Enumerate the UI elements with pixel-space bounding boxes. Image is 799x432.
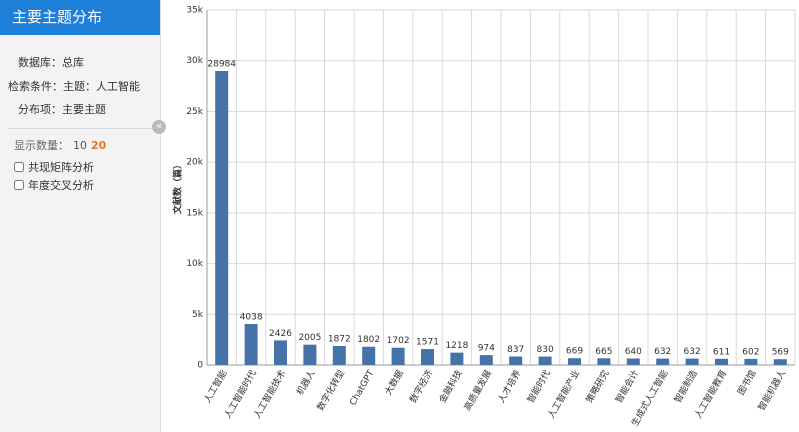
y-tick-label: 15k: [186, 208, 203, 218]
y-tick-label: 5k: [192, 310, 204, 320]
data-label: 602: [742, 347, 759, 357]
bar: [715, 358, 728, 365]
data-label: 974: [478, 344, 495, 354]
count-option[interactable]: 20: [91, 139, 107, 152]
bar: [538, 356, 552, 365]
checkbox-row[interactable]: 共现矩阵分析: [14, 159, 94, 175]
bar: [332, 346, 346, 365]
checkbox[interactable]: [14, 180, 24, 190]
bar: [626, 358, 640, 365]
x-tick-label: 人工智能: [201, 368, 229, 405]
x-tick-label: 智能会计: [613, 368, 641, 405]
data-label: 1802: [357, 335, 380, 345]
divider: [8, 128, 152, 129]
bar: [597, 358, 611, 365]
bar: [274, 340, 287, 365]
data-label: 2426: [269, 329, 292, 339]
checkbox-row[interactable]: 年度交叉分析: [14, 177, 94, 193]
x-tick-label: 金融科技: [436, 368, 464, 405]
data-label: 830: [537, 345, 554, 355]
data-label: 669: [566, 347, 583, 357]
y-tick-label: 25k: [186, 107, 203, 117]
bar: [656, 358, 670, 365]
data-label: 1872: [328, 335, 351, 345]
show-count-label: 显示数量：: [14, 139, 69, 152]
y-tick-label: 0: [197, 361, 203, 371]
data-label: 1218: [445, 341, 468, 351]
data-label: 632: [654, 347, 671, 357]
x-tick-label: 智能时代: [524, 368, 552, 405]
x-tick-label: 策略研究: [583, 368, 611, 405]
data-label: 611: [713, 347, 730, 357]
bar: [479, 355, 493, 365]
data-label: 837: [507, 345, 524, 355]
checkbox-label: 年度交叉分析: [28, 179, 94, 192]
x-tick-label: 数字经济: [407, 368, 435, 405]
x-tick-label: 图书馆: [735, 368, 759, 397]
data-label: 1571: [416, 338, 439, 348]
y-tick-label: 10k: [186, 259, 203, 269]
bar: [685, 358, 699, 365]
data-label: 4038: [240, 313, 263, 323]
x-tick-label: 数字化转型: [314, 368, 347, 413]
collapse-button[interactable]: «: [152, 120, 166, 134]
bar: [244, 324, 258, 365]
bar: [303, 344, 317, 365]
bar: [215, 71, 229, 365]
sidebar: 主要主题分布 数据库：总库 检索条件：主题：人工智能 分布项：主要主题 显示数量…: [0, 0, 161, 432]
sidebar-title: 主要主题分布: [0, 0, 160, 35]
x-tick-label: 高质量发展: [461, 368, 494, 413]
bar: [773, 359, 787, 365]
count-option[interactable]: 10: [73, 139, 87, 152]
checkbox[interactable]: [14, 162, 24, 172]
bar: [391, 347, 405, 365]
bar: [568, 358, 581, 365]
data-label: 632: [684, 347, 701, 357]
bar: [450, 352, 464, 365]
x-tick-label: 人才培养: [495, 368, 523, 405]
x-tick-label: ChatGPT: [348, 368, 376, 407]
show-count: 显示数量： 10 20: [14, 137, 106, 153]
y-tick-label: 30k: [186, 56, 203, 66]
checkbox-label: 共现矩阵分析: [28, 161, 94, 174]
data-label: 28984: [207, 60, 236, 70]
y-axis-label: 文献数（篇）: [172, 160, 184, 215]
database: 数据库：总库: [18, 56, 84, 69]
data-label: 2005: [298, 333, 321, 343]
bar: [744, 358, 758, 365]
x-tick-label: 大数据: [382, 368, 406, 397]
y-tick-label: 35k: [186, 6, 203, 16]
x-tick-label: 智能制造: [671, 368, 699, 405]
dist-item: 分布项：主要主题: [18, 103, 106, 116]
x-tick-label: 机器人: [294, 368, 318, 397]
data-label: 640: [625, 347, 642, 357]
condition: 检索条件：主题：人工智能: [8, 80, 140, 93]
data-label: 1702: [387, 336, 410, 346]
bar: [509, 356, 523, 365]
data-label: 569: [772, 348, 789, 358]
y-tick-label: 20k: [186, 158, 203, 168]
bar: [362, 346, 376, 365]
data-label: 665: [595, 347, 612, 357]
bar: [421, 349, 434, 365]
x-tick-label: 智能机器人: [755, 368, 788, 413]
